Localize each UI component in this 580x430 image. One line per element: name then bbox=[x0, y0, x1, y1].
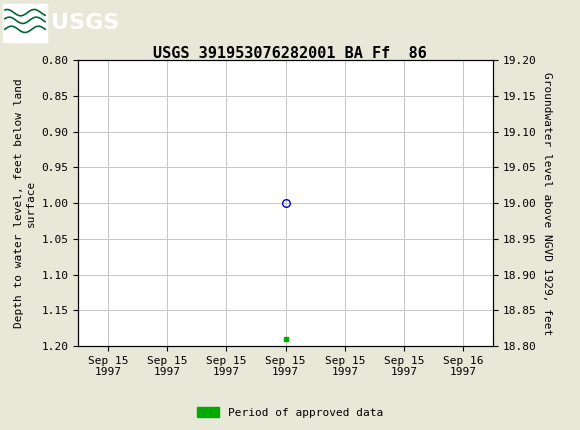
Y-axis label: Depth to water level, feet below land
surface: Depth to water level, feet below land su… bbox=[14, 78, 36, 328]
Y-axis label: Groundwater level above NGVD 1929, feet: Groundwater level above NGVD 1929, feet bbox=[542, 71, 552, 335]
Legend: Period of approved data: Period of approved data bbox=[193, 403, 387, 422]
Text: USGS: USGS bbox=[51, 12, 119, 33]
Text: USGS 391953076282001 BA Ff  86: USGS 391953076282001 BA Ff 86 bbox=[153, 46, 427, 61]
Bar bbox=[3, 3, 47, 42]
